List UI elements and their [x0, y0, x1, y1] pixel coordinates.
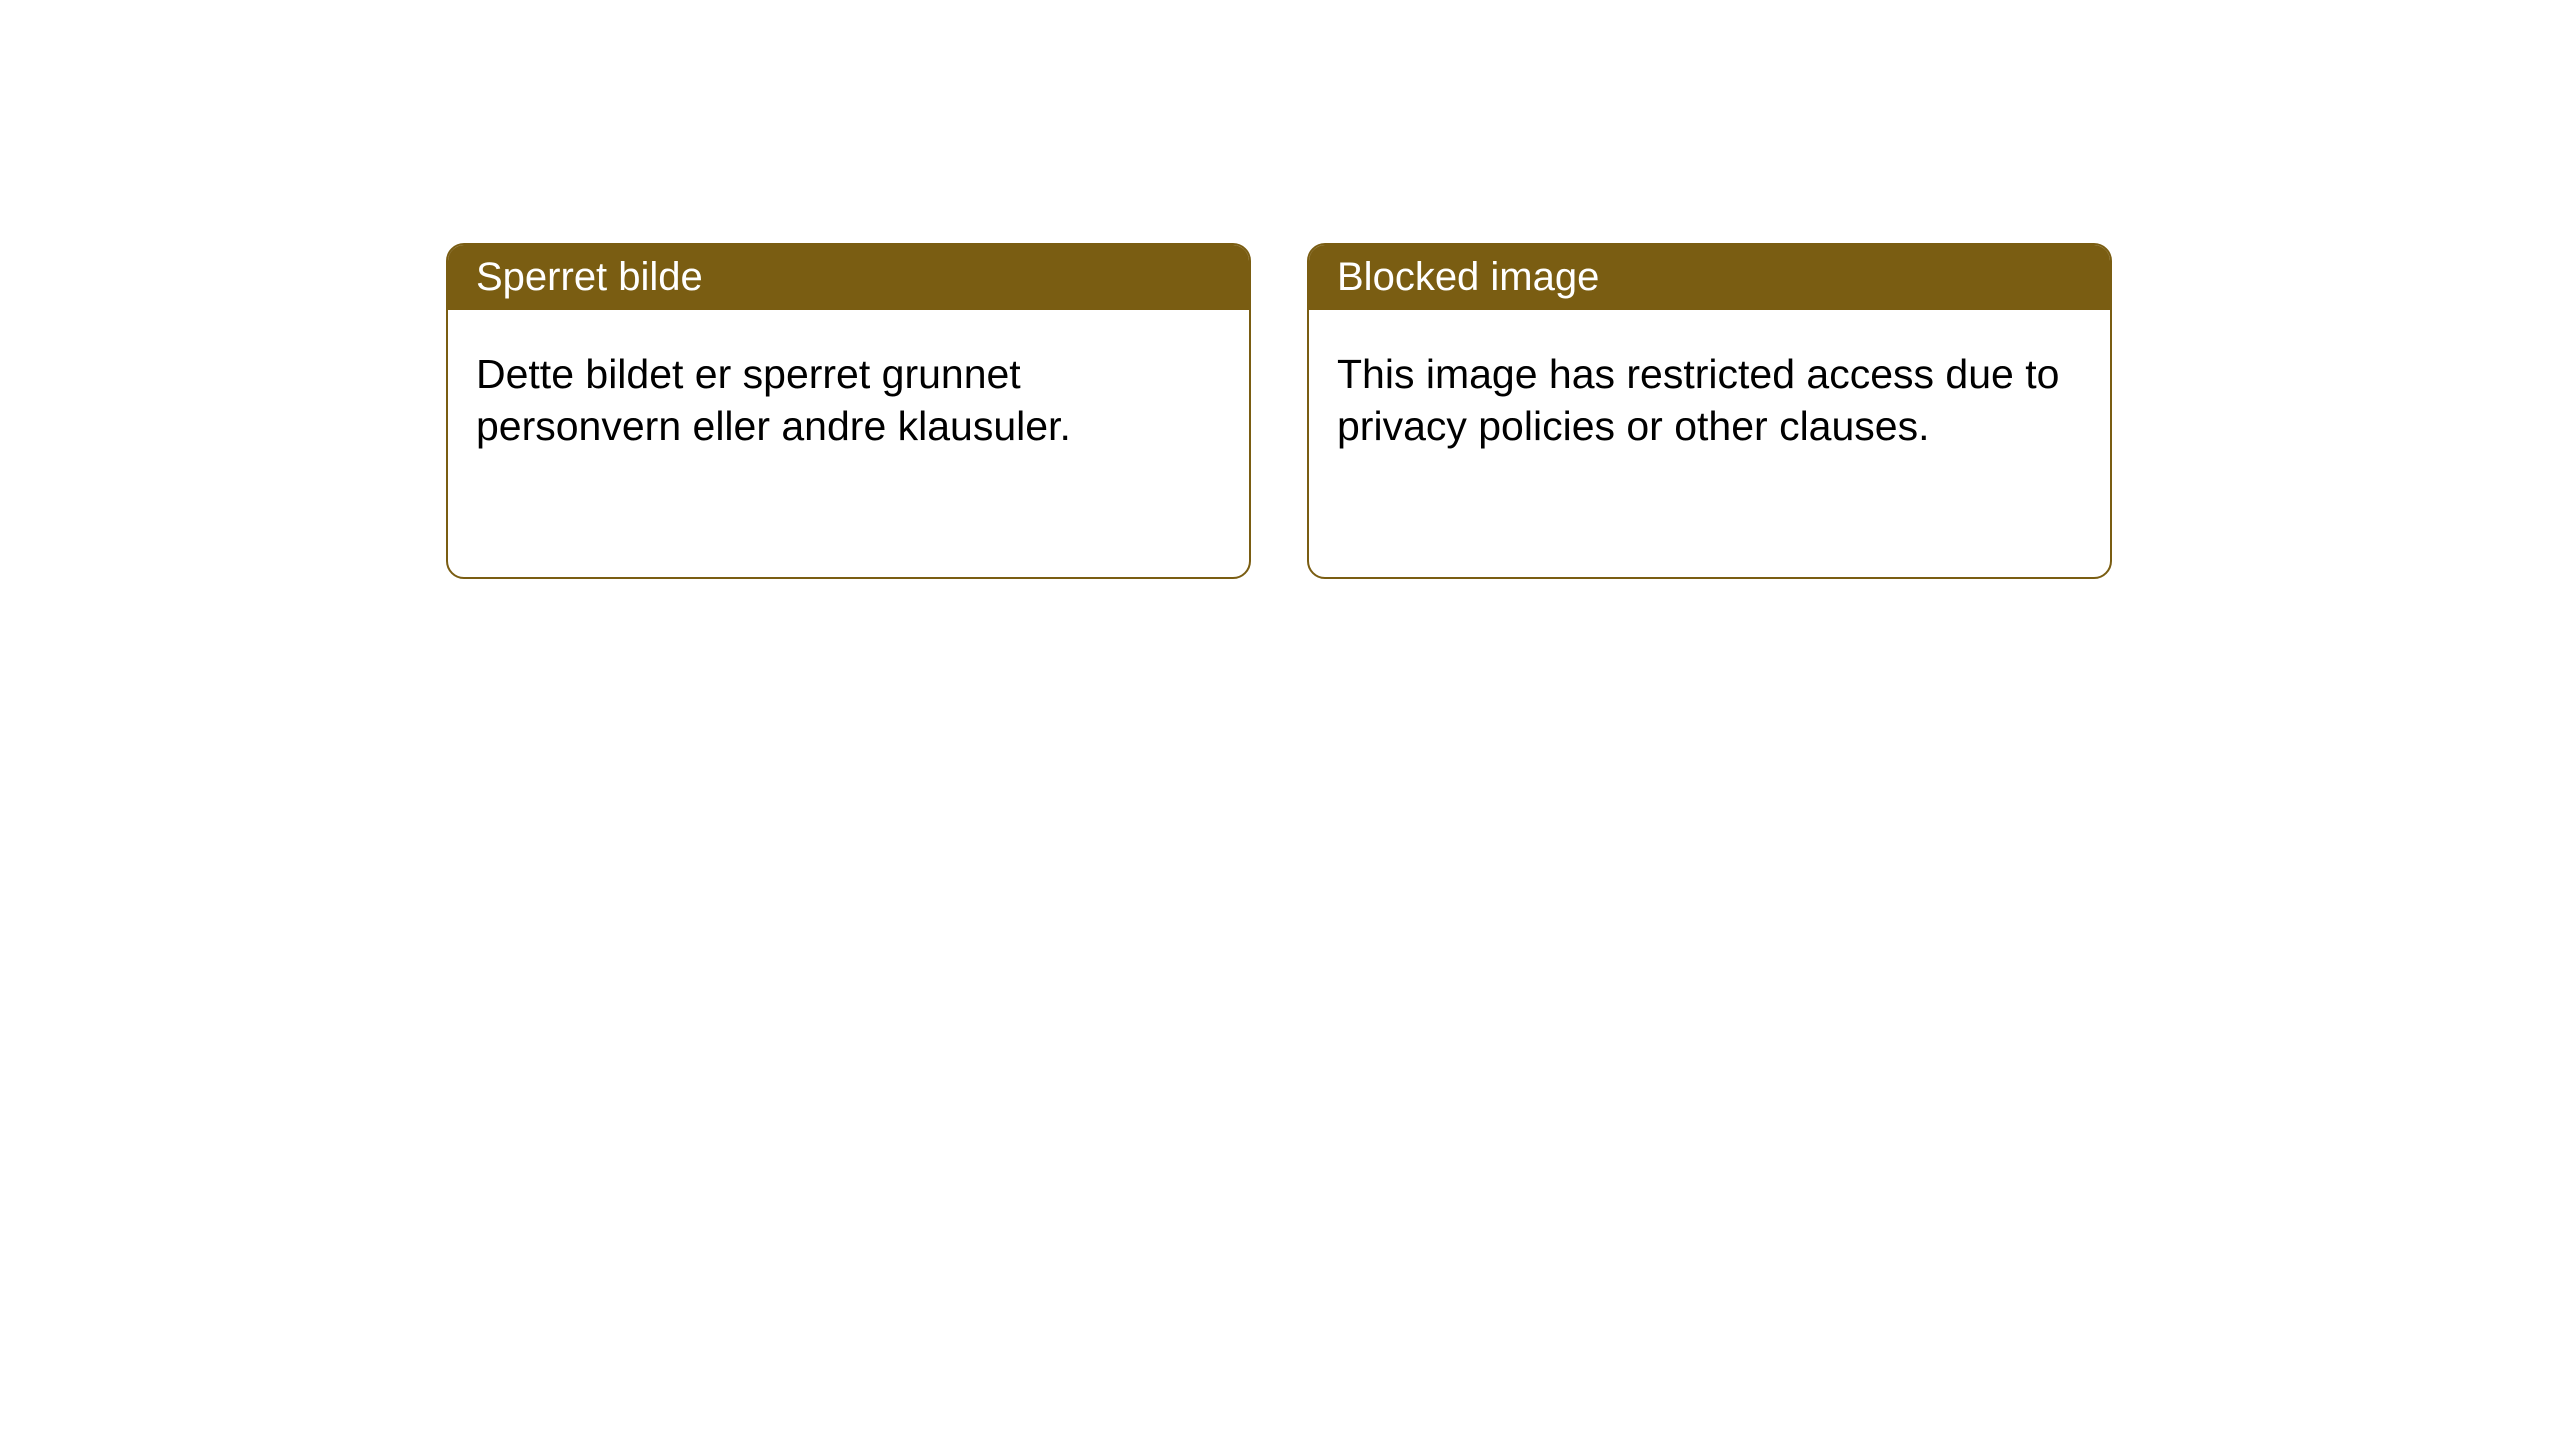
card-header: Sperret bilde	[448, 245, 1249, 310]
card-header: Blocked image	[1309, 245, 2110, 310]
card-body: Dette bildet er sperret grunnet personve…	[448, 310, 1249, 491]
notice-card-container: Sperret bilde Dette bildet er sperret gr…	[0, 0, 2560, 579]
notice-card-english: Blocked image This image has restricted …	[1307, 243, 2112, 579]
notice-card-norwegian: Sperret bilde Dette bildet er sperret gr…	[446, 243, 1251, 579]
card-body: This image has restricted access due to …	[1309, 310, 2110, 491]
